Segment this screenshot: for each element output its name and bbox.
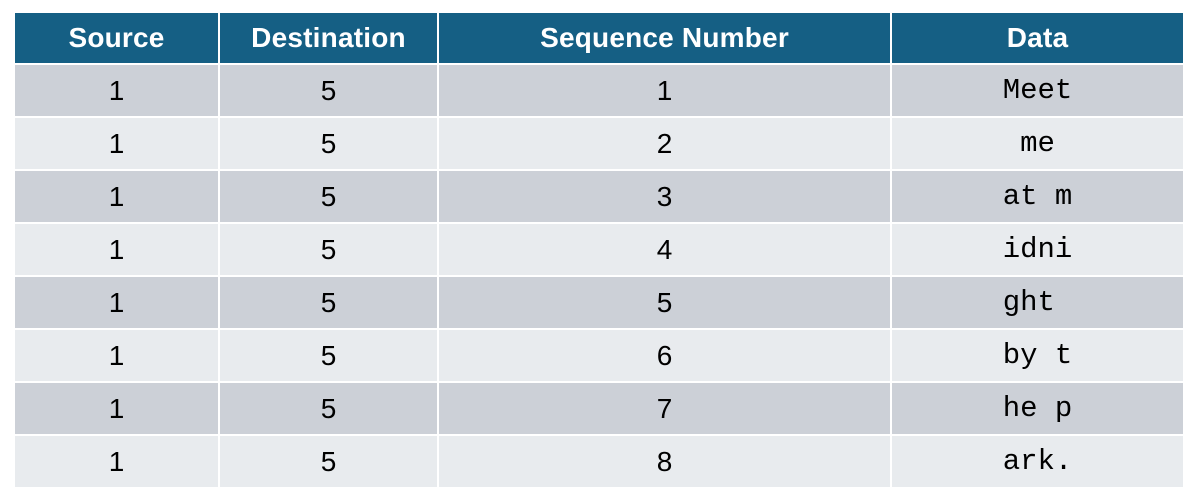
cell-data: ght [890, 275, 1185, 330]
table-body: 1 5 1 Meet 1 5 2 me 1 5 3 at m 1 5 4 idn… [13, 63, 1185, 489]
cell-sequence-number: 4 [437, 222, 892, 277]
cell-data: at m [890, 169, 1185, 224]
cell-sequence-number: 6 [437, 328, 892, 383]
cell-source: 1 [13, 381, 220, 436]
cell-destination: 5 [218, 328, 439, 383]
header-data: Data [890, 11, 1185, 65]
header-source: Source [13, 11, 220, 65]
cell-sequence-number: 5 [437, 275, 892, 330]
cell-sequence-number: 2 [437, 116, 892, 171]
cell-sequence-number: 7 [437, 381, 892, 436]
header-sequence-number: Sequence Number [437, 11, 892, 65]
header-destination: Destination [218, 11, 439, 65]
cell-source: 1 [13, 434, 220, 489]
cell-data: Meet [890, 63, 1185, 118]
cell-data: idni [890, 222, 1185, 277]
cell-data: me [890, 116, 1185, 171]
cell-destination: 5 [218, 222, 439, 277]
table-row: 1 5 6 by t [13, 328, 1185, 383]
packet-table: Source Destination Sequence Number Data … [13, 11, 1185, 489]
cell-sequence-number: 1 [437, 63, 892, 118]
table-row: 1 5 5 ght [13, 275, 1185, 330]
table-row: 1 5 4 idni [13, 222, 1185, 277]
cell-source: 1 [13, 275, 220, 330]
cell-data: ark. [890, 434, 1185, 489]
cell-source: 1 [13, 328, 220, 383]
table-row: 1 5 3 at m [13, 169, 1185, 224]
cell-destination: 5 [218, 63, 439, 118]
cell-data: he p [890, 381, 1185, 436]
cell-data: by t [890, 328, 1185, 383]
table-header: Source Destination Sequence Number Data [13, 11, 1185, 65]
cell-source: 1 [13, 222, 220, 277]
cell-destination: 5 [218, 381, 439, 436]
table-row: 1 5 2 me [13, 116, 1185, 171]
cell-sequence-number: 8 [437, 434, 892, 489]
cell-source: 1 [13, 63, 220, 118]
cell-destination: 5 [218, 169, 439, 224]
header-row: Source Destination Sequence Number Data [13, 11, 1185, 65]
table-row: 1 5 1 Meet [13, 63, 1185, 118]
cell-source: 1 [13, 116, 220, 171]
cell-destination: 5 [218, 275, 439, 330]
table-row: 1 5 8 ark. [13, 434, 1185, 489]
cell-destination: 5 [218, 434, 439, 489]
cell-source: 1 [13, 169, 220, 224]
cell-sequence-number: 3 [437, 169, 892, 224]
cell-destination: 5 [218, 116, 439, 171]
table-row: 1 5 7 he p [13, 381, 1185, 436]
